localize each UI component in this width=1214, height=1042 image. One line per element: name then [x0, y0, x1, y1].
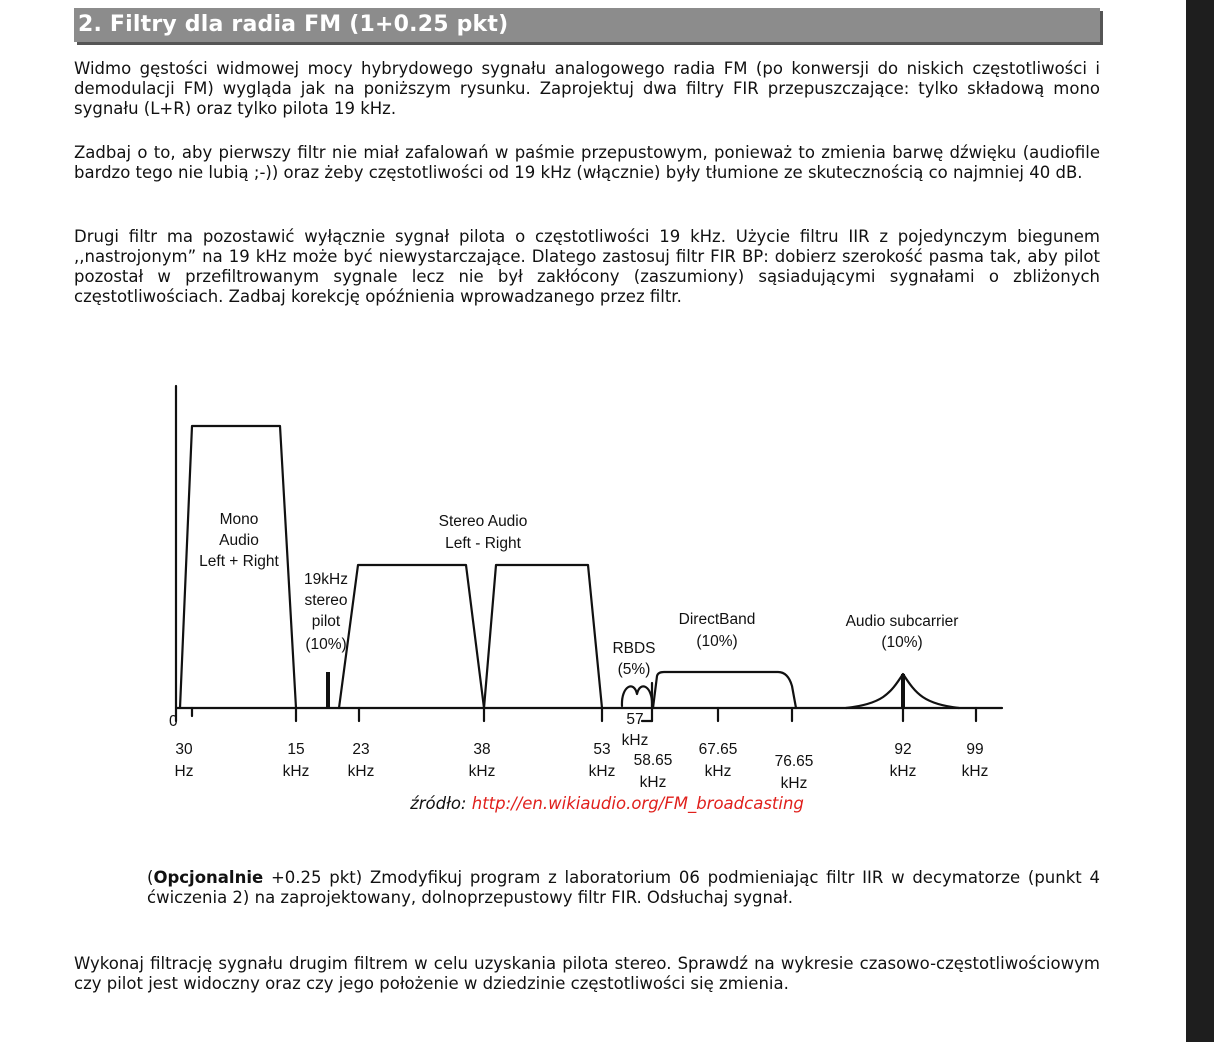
paragraph-1: Widmo gęstości widmowej mocy hybrydowego… [74, 59, 1100, 118]
stereo-lower-lobe [337, 563, 486, 710]
paragraph-3: Drugi filtr ma pozostawić wyłącznie sygn… [74, 227, 1100, 306]
stereo-label-2: Left - Right [445, 535, 522, 552]
tick-label-57-value: 57 [626, 711, 643, 728]
tick-label-23-unit: kHz [348, 763, 375, 780]
tick-label-15-unit: kHz [283, 763, 310, 780]
tick-label-58-65-unit: kHz [640, 774, 667, 791]
tick-label-67-65-value: 67.65 [699, 741, 738, 758]
fm-spectrum-diagram: 0 Mono Audio Left + Right 19kHz stereo p… [169, 384, 1004, 792]
pilot-label-3: pilot [312, 613, 341, 630]
pilot-label-4: (10%) [305, 636, 346, 653]
tick-label-76-65-unit: kHz [781, 775, 808, 792]
directband-label-2: (10%) [696, 633, 737, 650]
directband-label-1: DirectBand [679, 611, 756, 628]
paragraph-2: Zadbaj o to, aby pierwszy filtr nie miał… [74, 143, 1100, 182]
rbds-label-1: RBDS [612, 640, 655, 657]
tick-label-38-unit: kHz [469, 763, 496, 780]
zero-label: 0 [169, 713, 178, 730]
tick-label-92-unit: kHz [890, 763, 917, 780]
document-page: 2. Filtry dla radia FM (1+0.25 pkt) Widm… [74, 8, 1100, 993]
figure-source-caption: źródło: http://en.wikiaudio.org/FM_broad… [0, 794, 1214, 813]
rbds-bumps [620, 685, 654, 708]
section-heading: 2. Filtry dla radia FM (1+0.25 pkt) [78, 12, 509, 37]
tick-label-99-value: 99 [966, 741, 983, 758]
section-heading-bar: 2. Filtry dla radia FM (1+0.25 pkt) [74, 8, 1100, 42]
tick-label-58-65-value: 58.65 [634, 752, 673, 769]
stereo-label-1: Stereo Audio [439, 513, 528, 530]
fm-spectrum-figure: 0 Mono Audio Left + Right 19kHz stereo p… [162, 376, 1022, 794]
optional-text: +0.25 pkt) Zmodyfikuj program z laborato… [147, 868, 1100, 907]
directband-shape [651, 670, 798, 710]
subcarrier-label-2: (10%) [881, 634, 922, 651]
rbds-label-2: (5%) [618, 661, 651, 678]
final-paragraph: Wykonaj filtrację sygnału drugim filtrem… [74, 954, 1100, 993]
tick-label-15-value: 15 [287, 741, 304, 758]
scrollbar[interactable] [1186, 0, 1214, 1042]
tick-label-53-unit: kHz [589, 763, 616, 780]
mono-label-3: Left + Right [199, 553, 279, 570]
stereo-upper-lobe [482, 563, 604, 710]
tick-label-57-unit: kHz [622, 732, 649, 749]
mono-band-shape [178, 424, 298, 710]
pilot-label-1: 19kHz [304, 571, 348, 588]
optional-bold-label: Opcjonalnie [153, 868, 264, 887]
tick-label-30-value: 30 [175, 741, 193, 758]
subcarrier-label-1: Audio subcarrier [846, 613, 959, 630]
tick-label-38-value: 38 [473, 741, 490, 758]
source-prefix: źródło: [410, 794, 472, 813]
tick-label-99-unit: kHz [962, 763, 989, 780]
tick-label-23-value: 23 [352, 741, 369, 758]
optional-task: (Opcjonalnie +0.25 pkt) Zmodyfikuj progr… [147, 868, 1100, 908]
mono-label-1: Mono [220, 511, 259, 528]
mono-label-2: Audio [219, 532, 259, 549]
tick-label-53-value: 53 [593, 741, 610, 758]
tick-label-67-65-unit: kHz [705, 763, 732, 780]
pilot-label-2: stereo [304, 592, 347, 609]
tick-label-92-value: 92 [894, 741, 911, 758]
tick-label-76-65-value: 76.65 [775, 753, 814, 770]
source-link[interactable]: http://en.wikiaudio.org/FM_broadcasting [471, 794, 804, 813]
tick-label-30-unit: Hz [175, 763, 194, 780]
optional-open-paren: ( [147, 868, 154, 887]
